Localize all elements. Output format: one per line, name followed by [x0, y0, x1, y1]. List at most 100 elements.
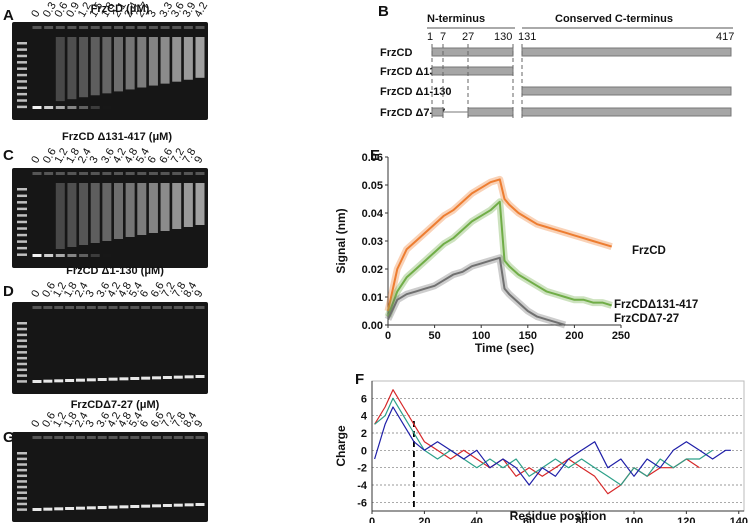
- well: [184, 436, 194, 439]
- series-line: [387, 200, 612, 317]
- well: [32, 172, 42, 175]
- well: [108, 306, 118, 309]
- panel-letter: A: [3, 7, 14, 24]
- free-dna-band: [65, 507, 75, 510]
- free-dna-band: [43, 507, 53, 511]
- y-tick-label: 0.05: [362, 180, 383, 192]
- free-dna-band: [90, 106, 100, 109]
- smear: [55, 183, 65, 249]
- domain-bars: [431, 47, 732, 117]
- y-axis-label: Charge: [334, 425, 348, 467]
- free-dna-band: [75, 378, 85, 382]
- well: [79, 26, 89, 29]
- well: [152, 436, 162, 439]
- ladder-band: [17, 67, 27, 70]
- well: [195, 26, 205, 29]
- ladder-band: [17, 333, 27, 337]
- well: [160, 26, 170, 29]
- domain-bar: [521, 107, 732, 117]
- ladder-band: [17, 345, 27, 348]
- ladder-band: [17, 502, 27, 506]
- well: [183, 172, 193, 175]
- well: [32, 306, 42, 309]
- well: [75, 436, 85, 439]
- construct-label: FrzCD Δ1-130: [380, 86, 451, 98]
- ladder-band: [17, 92, 27, 96]
- x-tick-label: 140: [730, 516, 748, 523]
- free-dna-band: [65, 379, 75, 382]
- free-dna-band: [55, 254, 65, 257]
- free-dna-band: [173, 375, 183, 379]
- ladder-band: [17, 227, 27, 230]
- ladder-band: [17, 54, 27, 58]
- panel-letter: F: [355, 371, 364, 388]
- lane-label: 9: [192, 154, 205, 165]
- lane-label: 3: [84, 418, 97, 429]
- smear: [195, 37, 205, 78]
- well: [102, 26, 112, 29]
- smear: [137, 37, 147, 88]
- smear: [172, 183, 182, 229]
- ladder-band: [17, 105, 27, 109]
- domain-diagram: N-terminus Conserved C-terminus 1 7 27 1…: [380, 13, 734, 119]
- smear: [148, 183, 158, 233]
- y-tick-label: 6: [361, 393, 367, 405]
- free-dna-band: [195, 503, 205, 506]
- well: [67, 172, 77, 175]
- smear: [160, 183, 170, 231]
- free-dna-band: [86, 378, 96, 382]
- gel-title: FrzCD Δ131-417 (μM): [62, 131, 172, 143]
- free-dna-band: [195, 375, 205, 378]
- domain-bar: [431, 66, 514, 76]
- domain-bar: [467, 107, 514, 117]
- well: [55, 26, 65, 29]
- well: [114, 172, 123, 175]
- ladder-band: [17, 463, 27, 466]
- well: [148, 172, 158, 175]
- x-axis-label: Time (sec): [475, 341, 534, 355]
- free-dna-band: [44, 254, 54, 257]
- free-dna-band: [32, 508, 42, 511]
- domain-bar: [431, 47, 514, 57]
- y-tick-label: 0.03: [362, 236, 383, 248]
- smear: [195, 183, 205, 225]
- free-dna-band: [162, 376, 172, 379]
- x-tick-label: 100: [472, 330, 490, 342]
- ladder-band: [17, 207, 27, 211]
- ladder-band: [17, 214, 27, 217]
- free-dna-band: [102, 254, 111, 257]
- ladder-band: [17, 194, 27, 198]
- well: [75, 306, 85, 309]
- well: [141, 436, 151, 439]
- ladder-band: [17, 253, 27, 256]
- lane-label: 6: [138, 418, 151, 429]
- position: 1: [427, 31, 433, 43]
- region-label: N-terminus: [427, 13, 485, 25]
- y-tick-label: 0.00: [362, 320, 383, 332]
- construct-label: FrzCD: [380, 47, 412, 59]
- well: [43, 436, 53, 439]
- series-line: [374, 397, 713, 486]
- free-dna-band: [119, 505, 129, 509]
- well: [152, 306, 162, 309]
- well: [44, 26, 54, 29]
- well: [195, 306, 205, 309]
- well: [125, 172, 135, 175]
- well: [173, 436, 183, 439]
- series-line: [374, 389, 700, 495]
- x-tick-label: 150: [519, 330, 537, 342]
- smear: [148, 37, 158, 86]
- y-tick-label: 0.01: [362, 292, 383, 304]
- ladder-band: [17, 485, 27, 489]
- well: [184, 306, 194, 309]
- lane-label: 0: [29, 288, 42, 299]
- gel: [12, 168, 208, 268]
- ladder-band: [17, 474, 27, 478]
- lane-label: 3: [87, 154, 100, 165]
- free-dna-band: [119, 377, 129, 381]
- smear: [67, 183, 77, 247]
- lane-label: 4.2: [192, 0, 210, 19]
- well: [67, 26, 77, 29]
- free-dna-band: [141, 376, 151, 380]
- ladder-band: [17, 86, 27, 90]
